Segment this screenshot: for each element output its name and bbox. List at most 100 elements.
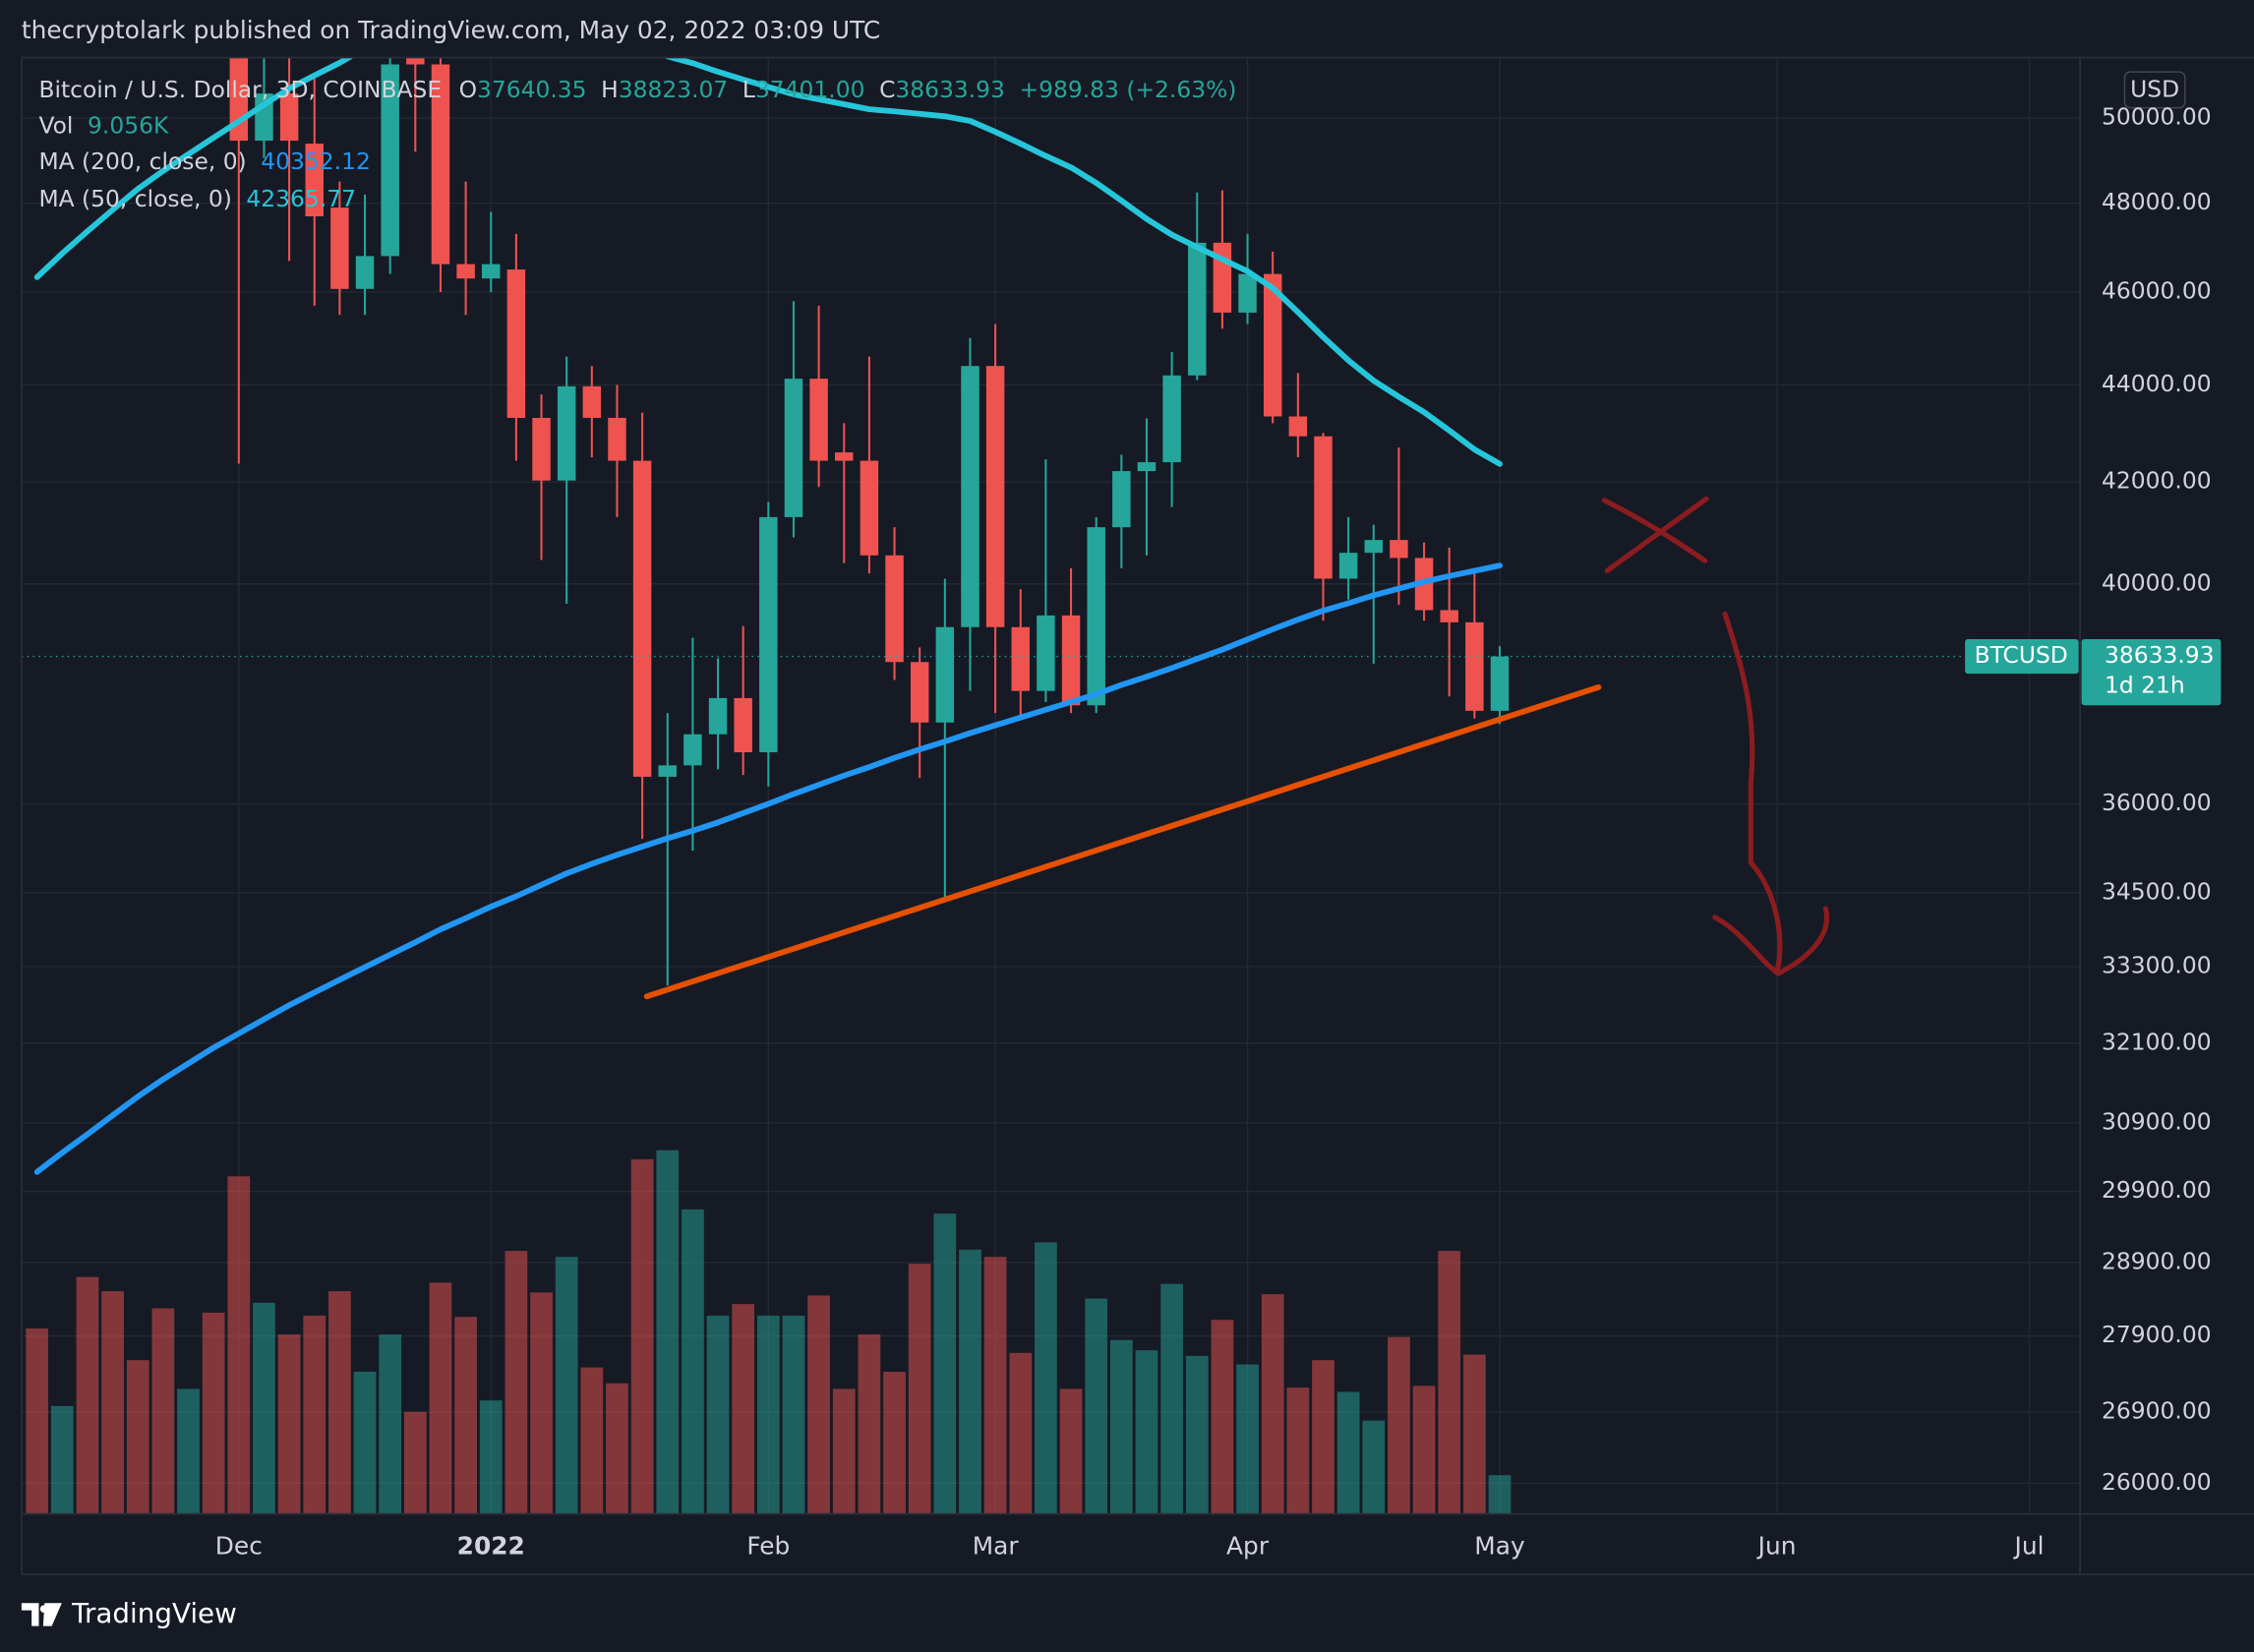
volume-bar — [76, 1276, 99, 1514]
volume-bar — [101, 1291, 124, 1514]
volume-bar — [1312, 1360, 1335, 1514]
volume-name: Vol — [38, 111, 73, 139]
volume-bar — [303, 1315, 326, 1514]
legend-value: 40352.12 — [261, 148, 371, 175]
x-tick-label: Apr — [1226, 1531, 1270, 1560]
candle-body — [431, 64, 450, 265]
symbol-label: Bitcoin / U.S. Dollar, 3D, COINBASE — [38, 76, 442, 103]
volume-bar — [656, 1150, 680, 1514]
legend: Bitcoin / U.S. Dollar, 3D, COINBASE O3764… — [38, 76, 1236, 212]
candle-body — [1314, 436, 1333, 579]
candle-body — [557, 385, 576, 481]
change-label: +989.83 (+2.63%) — [1020, 76, 1237, 103]
ohlc-prefix: C — [879, 76, 895, 103]
candle-body — [1037, 615, 1055, 691]
volume-bar — [277, 1334, 301, 1514]
candle-body — [1465, 621, 1484, 711]
volume-bar — [454, 1317, 477, 1514]
candle-body — [406, 57, 425, 65]
candle-body — [1137, 462, 1157, 472]
volume-bar — [883, 1371, 906, 1514]
volume-bar — [580, 1367, 604, 1514]
candle-body — [1112, 471, 1131, 528]
volume-bar — [504, 1251, 528, 1514]
frame: USD — [21, 56, 2254, 1575]
candle-body — [1238, 273, 1257, 313]
brand-logo-dot — [39, 1605, 48, 1613]
volume-bar — [253, 1302, 275, 1514]
candle-body — [935, 626, 955, 723]
y-tick-label: 36000.00 — [2102, 789, 2212, 816]
candle-body — [305, 144, 324, 216]
countdown-label: 1d 21h — [2105, 672, 2185, 699]
candle-body — [456, 264, 475, 279]
volume-bar — [1185, 1355, 1209, 1514]
ticker-label: BTCUSD — [1975, 641, 2068, 669]
ohlc-value: 38823.07 — [619, 76, 729, 103]
currency: USD — [2130, 76, 2179, 103]
volume-bar — [1160, 1283, 1183, 1514]
trend-line — [643, 683, 1602, 1000]
legend-entry: MA (200, close, 0) — [38, 148, 246, 175]
volume-bar — [227, 1176, 251, 1514]
x-tick-label: 2022 — [457, 1531, 525, 1560]
volume-bar — [1035, 1242, 1057, 1514]
currency-box — [2123, 71, 2186, 109]
axes: 50000.00 48000.00 46000.00 44000.00 42000.00… — [215, 103, 2222, 1560]
volume-bar — [807, 1295, 830, 1514]
legend-volume-line: Vol 9.056K — [38, 111, 169, 139]
candle-body — [506, 269, 526, 418]
candle-body — [1263, 273, 1282, 417]
candle-body — [1338, 553, 1358, 579]
x-tick-label: May — [1474, 1531, 1524, 1560]
volume-bar — [1462, 1354, 1486, 1514]
volume-bar — [202, 1312, 225, 1514]
volume-bar — [933, 1213, 957, 1514]
candle-body — [1490, 656, 1510, 711]
volume-bar — [177, 1388, 200, 1514]
ma-line — [33, 562, 1503, 1175]
ohlc-value: 37640.35 — [477, 76, 587, 103]
volume-bar — [1336, 1391, 1360, 1514]
volume-bar — [1009, 1352, 1033, 1514]
volume-bar — [732, 1304, 755, 1514]
candle-body — [1087, 527, 1105, 706]
candle-body — [532, 417, 551, 481]
candle-body — [708, 697, 728, 735]
candle-body — [910, 662, 929, 723]
legend-entry: MA (50, close, 0) — [38, 185, 231, 212]
candle-body — [1061, 615, 1081, 706]
y-tick-label: 28900.00 — [2102, 1247, 2212, 1274]
published-note: thecryptolark published on TradingView.c… — [22, 16, 880, 44]
volume-bar — [606, 1383, 628, 1514]
y-tick-label: 48000.00 — [2102, 188, 2212, 215]
volume-bar — [151, 1308, 175, 1514]
ma-line — [33, 57, 1503, 467]
volume-bar — [1286, 1387, 1310, 1514]
volume-bar — [555, 1257, 578, 1514]
volume-bar — [682, 1209, 704, 1514]
candle-body — [381, 64, 399, 257]
candle-body — [1162, 375, 1181, 463]
candle-body — [784, 379, 803, 517]
volume-bar — [1085, 1298, 1108, 1514]
volume-bar — [1488, 1475, 1512, 1514]
volume-bar — [530, 1292, 553, 1514]
volume-bar — [706, 1315, 730, 1514]
y-tick-label: 27900.00 — [2102, 1321, 2212, 1348]
candle-body — [608, 417, 626, 461]
candle-body — [355, 256, 375, 289]
brand-logo — [21, 1603, 62, 1626]
volume-bar — [1388, 1336, 1410, 1514]
ohlc-value: 38633.93 — [895, 76, 1005, 103]
volume-bar — [379, 1334, 402, 1514]
volume-bar — [1109, 1339, 1133, 1514]
x-tick-label: Mar — [973, 1531, 1020, 1560]
candle-body — [1440, 610, 1458, 622]
x-tick-label: Jul — [2013, 1531, 2045, 1560]
drawings — [643, 496, 1830, 1000]
candle-body — [658, 765, 677, 777]
volume-bar — [858, 1334, 881, 1514]
volume-bar — [1211, 1320, 1234, 1514]
